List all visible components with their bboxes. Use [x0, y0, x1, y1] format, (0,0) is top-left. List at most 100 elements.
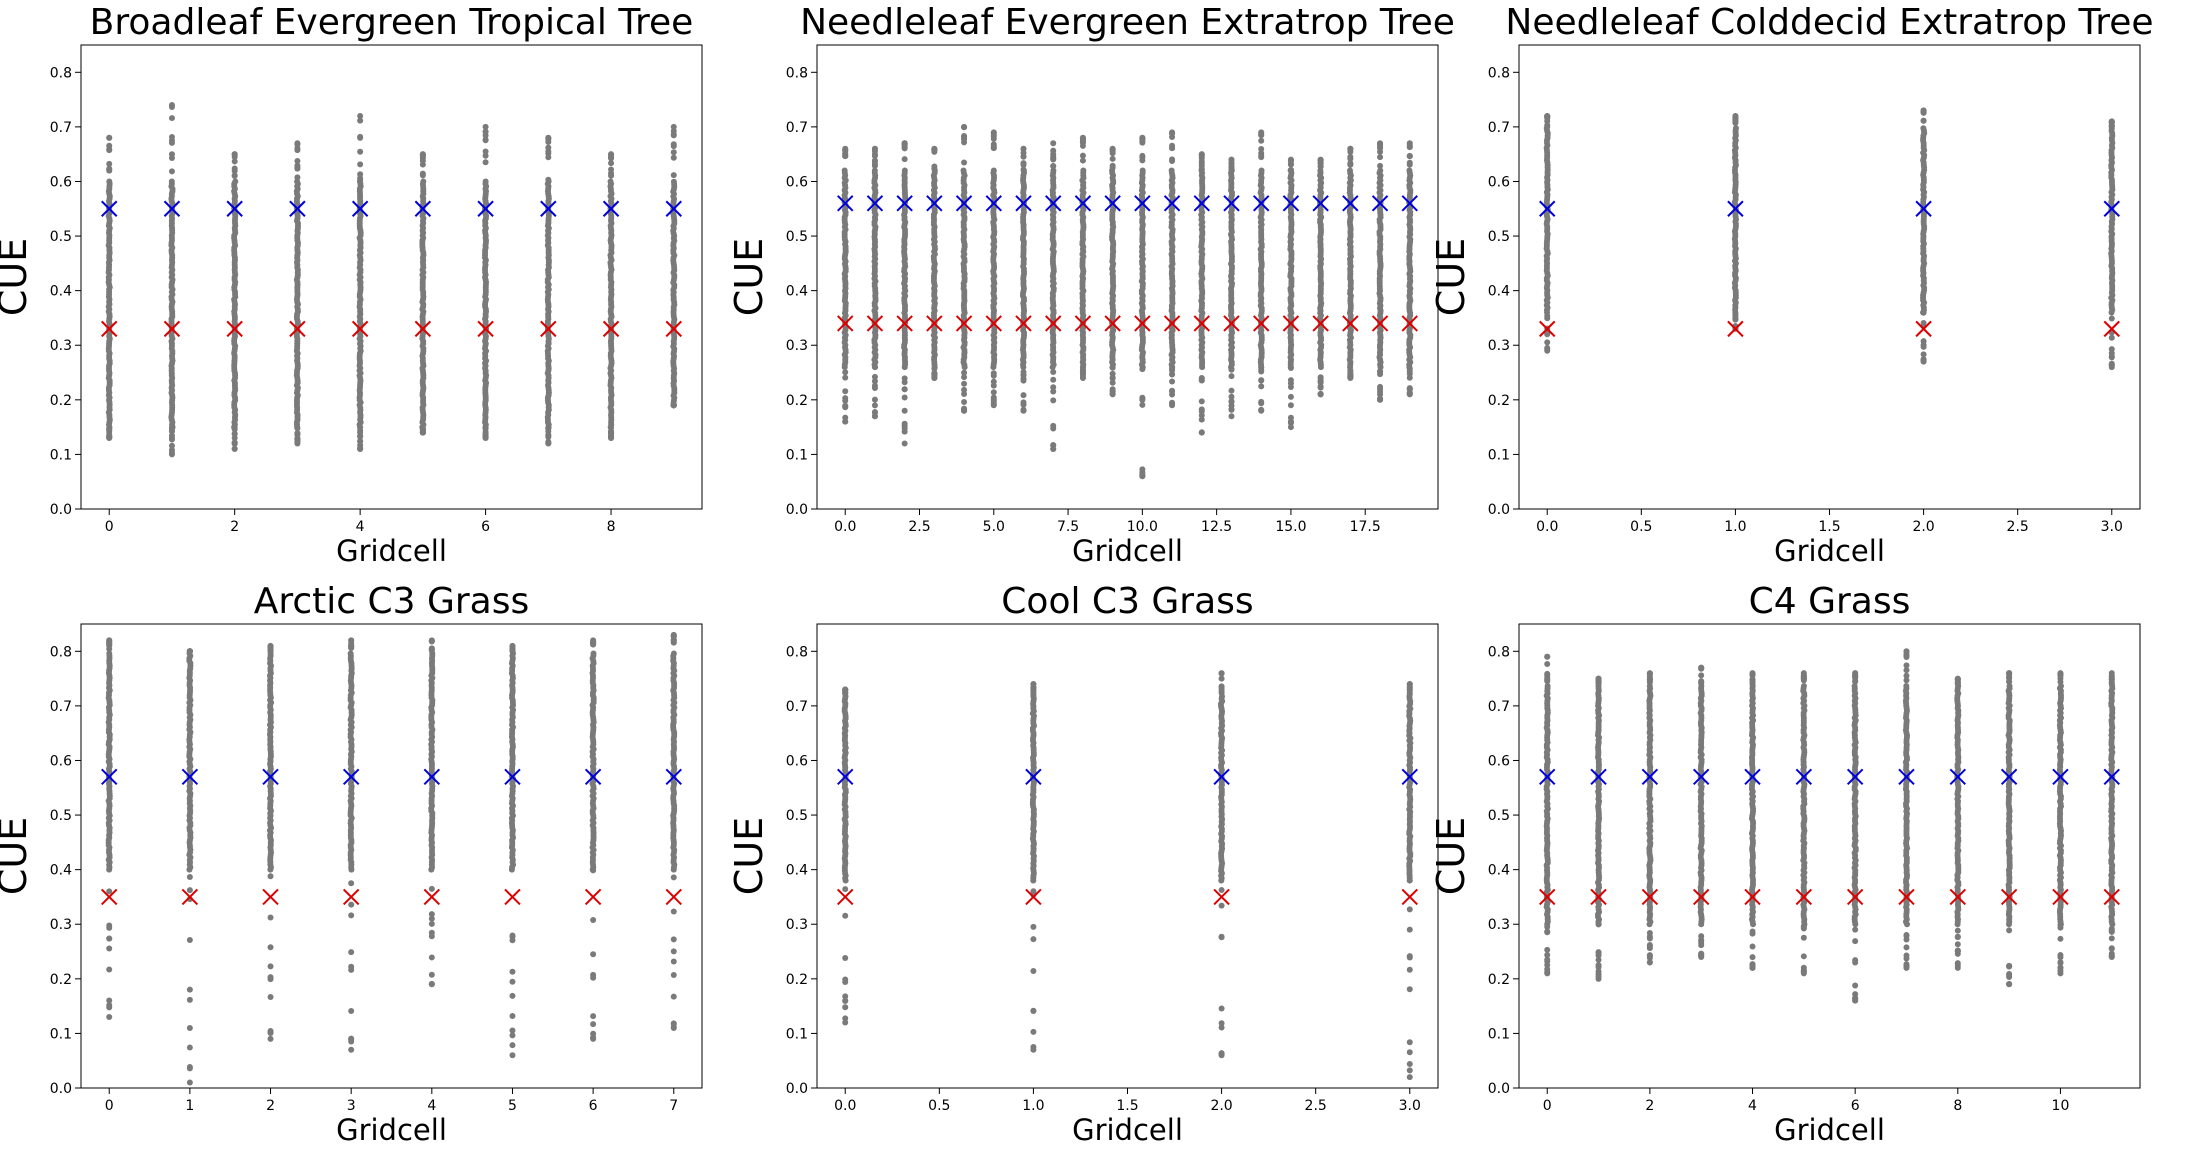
data-point [1228, 366, 1235, 373]
data-point [1139, 395, 1146, 402]
red-x-marker [584, 888, 602, 906]
data-point [231, 440, 238, 447]
data-point [1030, 888, 1037, 895]
data-point-min [1020, 407, 1027, 414]
data-point-max [2108, 118, 2115, 125]
data-point [1377, 154, 1384, 161]
data-point [428, 929, 435, 936]
data-point-min [1920, 358, 1927, 365]
data-point [670, 958, 677, 965]
x-tick-label: 2.5 [1305, 1098, 1327, 1114]
gridcell-points [1168, 129, 1176, 409]
data-point [1258, 154, 1265, 161]
y-tick-label: 0.4 [786, 863, 808, 879]
data-point-max [670, 631, 677, 638]
x-tick-label: 2 [230, 519, 239, 535]
data-point [841, 167, 848, 174]
data-point [1258, 400, 1265, 407]
y-tick-label: 0.0 [786, 1081, 808, 1097]
data-point [1377, 386, 1384, 393]
data-point [1377, 148, 1384, 155]
data-point-max [294, 140, 301, 147]
gridcell-points [347, 637, 355, 1053]
data-point-min [1169, 402, 1176, 409]
data-point [590, 916, 597, 923]
y-tick-label: 0.3 [786, 917, 808, 933]
data-point-max [1732, 112, 1739, 119]
x-tick-label: 0.5 [928, 1098, 950, 1114]
data-point [1406, 153, 1413, 160]
data-point [482, 424, 489, 431]
data-point [294, 164, 301, 171]
data-point [545, 432, 552, 438]
data-point [1317, 163, 1324, 170]
x-axis-label: Gridcell [336, 534, 447, 568]
data-point [1109, 155, 1116, 162]
data-point [2108, 315, 2115, 322]
data-point [1317, 384, 1324, 391]
data-point [608, 160, 615, 167]
data-point [1228, 406, 1235, 413]
data-point [482, 152, 489, 159]
data-point [1020, 153, 1027, 160]
data-point [901, 167, 908, 174]
data-point [961, 380, 968, 387]
data-point [871, 378, 878, 385]
data-point [871, 373, 878, 380]
data-point [590, 867, 597, 874]
gridcell-points [266, 642, 275, 1042]
data-point-max [168, 102, 175, 109]
gridcell-points [871, 145, 879, 420]
data-point [1317, 379, 1324, 386]
gridcell-points [168, 102, 176, 458]
gridcell-points [901, 140, 909, 447]
data-point [871, 402, 878, 409]
data-point-min [419, 429, 426, 436]
data-point [168, 134, 175, 141]
subplot: Needleleaf Evergreen Extratrop TreeGridc… [727, 2, 1455, 568]
data-point [842, 403, 849, 410]
gridcell-points [1317, 156, 1325, 398]
data-point [842, 153, 849, 160]
x-axis-label: Gridcell [1072, 1113, 1183, 1147]
data-point [1347, 161, 1354, 168]
data-point [1287, 166, 1294, 173]
data-point [1228, 373, 1235, 380]
y-tick-label: 0.7 [786, 120, 808, 136]
data-point [267, 944, 274, 951]
x-tick-label: 1.0 [1022, 1098, 1044, 1114]
gridcell-points [841, 145, 849, 425]
data-point-max [419, 151, 426, 158]
data-point [1139, 466, 1146, 473]
gridcell-points [960, 123, 968, 414]
x-tick-label: 2.5 [908, 519, 930, 535]
data-point [670, 149, 677, 156]
data-point [961, 133, 968, 140]
data-point [871, 382, 878, 389]
y-tick-label: 0.6 [50, 753, 72, 769]
data-point [901, 394, 908, 401]
y-tick-label: 0.6 [50, 174, 72, 190]
data-point [842, 369, 849, 376]
data-point [1030, 691, 1037, 698]
data-point [106, 426, 113, 433]
data-point [294, 425, 301, 432]
data-point [842, 374, 849, 381]
data-point [348, 901, 355, 908]
data-point-min [1317, 391, 1324, 398]
data-point [482, 430, 489, 437]
data-point [670, 172, 677, 179]
data-point [590, 1021, 597, 1028]
gridcell-points [1257, 129, 1265, 414]
data-point [168, 115, 175, 122]
data-point [357, 148, 364, 155]
data-point-max [1198, 151, 1205, 158]
data-point [1228, 393, 1235, 400]
y-tick-label: 0.1 [50, 447, 72, 463]
y-tick-label: 0.3 [50, 338, 72, 354]
data-point-min [1287, 424, 1294, 431]
y-tick-label: 0.8 [786, 644, 808, 660]
chart-title: Arctic C3 Grass [254, 581, 530, 622]
data-point-min [1377, 396, 1384, 403]
data-point [1377, 162, 1384, 169]
